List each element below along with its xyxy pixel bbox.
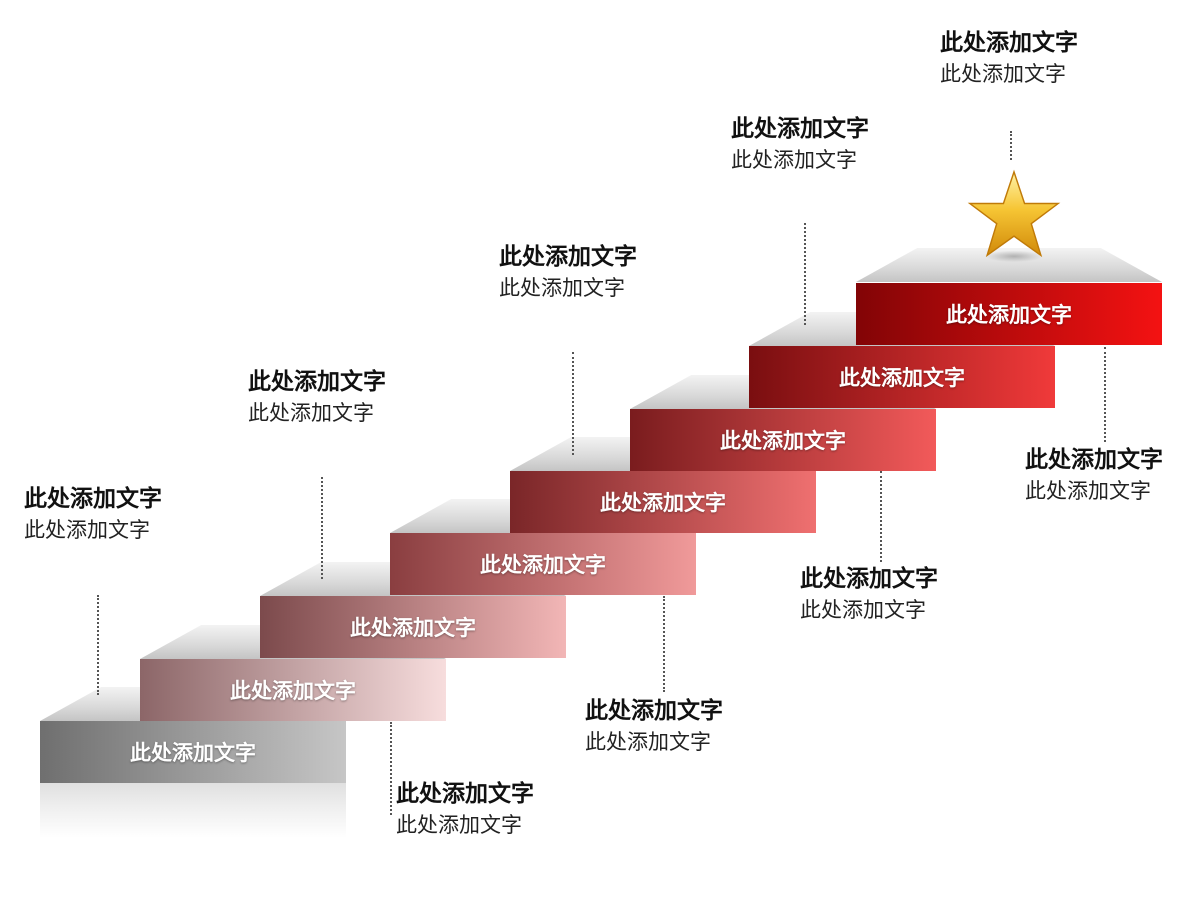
step-label: 此处添加文字 (130, 741, 256, 765)
step-4: 此处添加文字 (390, 533, 696, 595)
step-7: 此处添加文字 (749, 346, 1055, 408)
step-base (40, 783, 346, 838)
step-label: 此处添加文字 (839, 366, 965, 390)
connector-line (97, 595, 99, 695)
callout-text: 此处添加文字 (396, 812, 522, 837)
callout-5: 此处添加文字 此处添加文字 (499, 243, 637, 302)
callout-title: 此处添加文字 (396, 781, 534, 807)
connector-line (321, 477, 323, 579)
callout-9: 此处添加文字 此处添加文字 (940, 29, 1078, 88)
connector-line (1104, 347, 1106, 442)
callout-text: 此处添加文字 (940, 61, 1066, 86)
callout-title: 此处添加文字 (585, 698, 723, 724)
callout-text: 此处添加文字 (24, 517, 150, 542)
step-6: 此处添加文字 (630, 409, 936, 471)
step-label: 此处添加文字 (600, 491, 726, 515)
callout-6: 此处添加文字 此处添加文字 (800, 565, 938, 624)
callout-title: 此处添加文字 (1025, 447, 1163, 473)
callout-text: 此处添加文字 (248, 400, 374, 425)
step-3: 此处添加文字 (260, 596, 566, 658)
step-label: 此处添加文字 (350, 616, 476, 640)
callout-8: 此处添加文字 此处添加文字 (1025, 446, 1163, 505)
callout-3: 此处添加文字 此处添加文字 (248, 368, 386, 427)
callout-title: 此处添加文字 (499, 244, 637, 270)
step-label: 此处添加文字 (946, 303, 1072, 327)
step-5: 此处添加文字 (510, 471, 816, 533)
callout-title: 此处添加文字 (800, 566, 938, 592)
callout-text: 此处添加文字 (499, 275, 625, 300)
callout-text: 此处添加文字 (731, 147, 857, 172)
callout-text: 此处添加文字 (1025, 478, 1151, 503)
connector-line (390, 722, 392, 815)
callout-4: 此处添加文字 此处添加文字 (585, 697, 723, 756)
connector-line (804, 223, 806, 325)
callout-title: 此处添加文字 (940, 30, 1078, 56)
callout-2: 此处添加文字 此处添加文字 (396, 780, 534, 839)
connector-line (1010, 131, 1012, 160)
callout-title: 此处添加文字 (731, 116, 869, 142)
callout-text: 此处添加文字 (800, 597, 926, 622)
connector-line (572, 352, 574, 455)
step-label: 此处添加文字 (230, 679, 356, 703)
connector-line (880, 471, 882, 562)
callout-text: 此处添加文字 (585, 729, 711, 754)
callout-7: 此处添加文字 此处添加文字 (731, 115, 869, 174)
star-icon (967, 169, 1061, 263)
callout-title: 此处添加文字 (24, 486, 162, 512)
callout-1: 此处添加文字 此处添加文字 (24, 485, 162, 544)
step-1: 此处添加文字 (40, 721, 346, 783)
step-label: 此处添加文字 (720, 429, 846, 453)
step-2: 此处添加文字 (140, 659, 446, 721)
callout-title: 此处添加文字 (248, 369, 386, 395)
step-8: 此处添加文字 (856, 283, 1162, 345)
step-label: 此处添加文字 (480, 553, 606, 577)
connector-line (663, 596, 665, 692)
